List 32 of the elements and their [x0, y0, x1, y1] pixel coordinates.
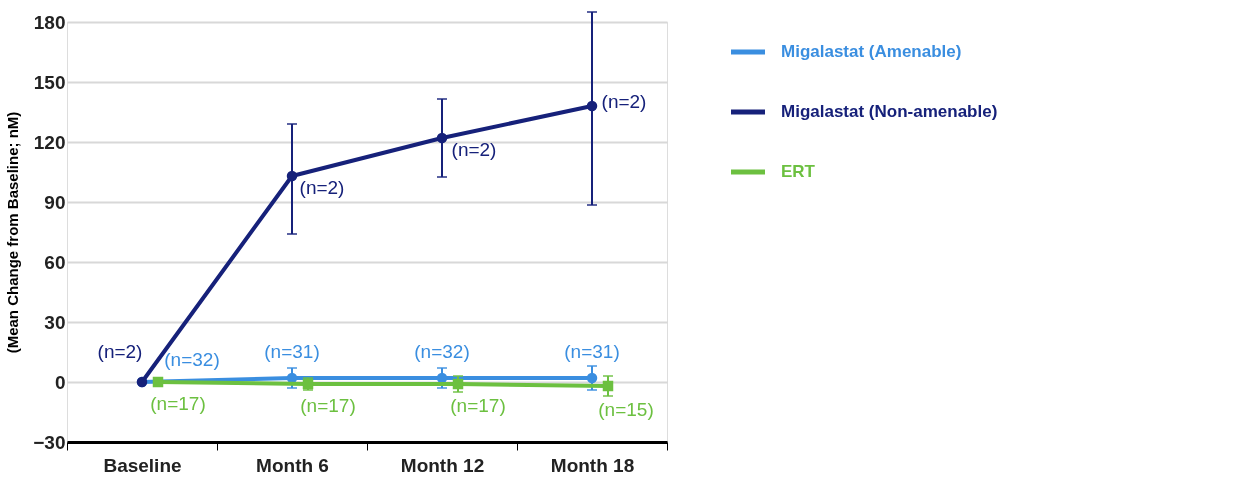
- x-tick-label: Baseline: [103, 454, 182, 476]
- annotation: (n=2): [601, 91, 647, 112]
- y-axis-title: (Mean Change from Baseline; nM): [4, 111, 22, 354]
- annotation: (n=31): [564, 341, 620, 362]
- y-tick-label: −30: [33, 431, 66, 453]
- annotation: (n=2): [299, 177, 345, 198]
- legend-label: Migalastat (Amenable): [781, 42, 962, 61]
- x-tick-label: Month 12: [400, 454, 485, 476]
- annotation: (n=2): [97, 341, 143, 362]
- y-tick-label: 90: [44, 191, 66, 213]
- annotation: (n=17): [150, 393, 206, 414]
- annotation: (n=32): [414, 341, 470, 362]
- y-tick-label: 30: [44, 311, 66, 333]
- point: [286, 170, 298, 182]
- point: [436, 132, 448, 144]
- annotation: (n=17): [450, 395, 506, 416]
- y-tick-label: 60: [44, 251, 66, 273]
- point: [586, 100, 598, 112]
- y-tick-label: 180: [33, 11, 66, 33]
- annotation: (n=17): [300, 395, 356, 416]
- x-tick-label: Month 6: [256, 454, 329, 476]
- legend-label: Migalastat (Non-amenable): [781, 102, 998, 121]
- y-tick-label: 120: [33, 131, 66, 153]
- y-tick-label: 150: [33, 71, 66, 93]
- annotation: (n=31): [264, 341, 320, 362]
- annotation: (n=15): [598, 399, 654, 420]
- annotation: (n=32): [164, 349, 220, 370]
- legend-label: ERT: [781, 162, 816, 181]
- point: [586, 372, 598, 384]
- annotation: (n=2): [451, 139, 497, 160]
- y-tick-label: 0: [54, 371, 66, 393]
- x-tick-label: Month 18: [550, 454, 635, 476]
